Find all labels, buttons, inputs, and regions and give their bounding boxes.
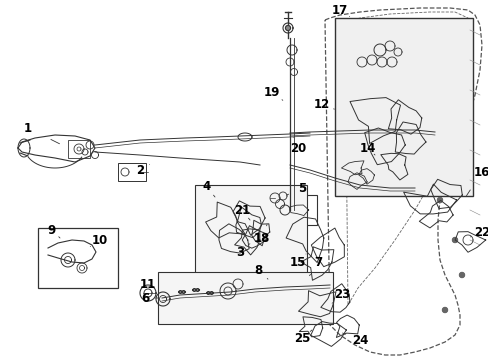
Text: 1: 1 — [24, 122, 32, 135]
Bar — [195, 185, 306, 280]
Bar — [68, 140, 90, 158]
Polygon shape — [451, 238, 457, 243]
Text: 21: 21 — [233, 203, 250, 216]
Text: 8: 8 — [253, 264, 262, 276]
Bar — [334, 18, 472, 196]
Text: 10: 10 — [92, 234, 108, 247]
Polygon shape — [285, 26, 290, 31]
Polygon shape — [442, 307, 447, 312]
Bar — [38, 228, 118, 288]
Text: 20: 20 — [289, 141, 305, 154]
Text: 11: 11 — [140, 279, 156, 292]
Text: 3: 3 — [235, 246, 244, 258]
Text: 16: 16 — [473, 166, 488, 179]
Text: 9: 9 — [48, 224, 56, 237]
Text: 17: 17 — [331, 4, 347, 17]
Text: 5: 5 — [297, 183, 305, 195]
Text: 2: 2 — [136, 163, 144, 176]
Polygon shape — [459, 273, 464, 278]
Polygon shape — [437, 198, 442, 202]
Text: 19: 19 — [263, 85, 280, 99]
Text: 18: 18 — [253, 231, 270, 244]
Text: 24: 24 — [351, 333, 367, 346]
Bar — [118, 163, 146, 181]
Text: 12: 12 — [313, 99, 329, 112]
Text: 23: 23 — [333, 288, 349, 302]
Text: 6: 6 — [141, 292, 149, 305]
Text: 15: 15 — [289, 256, 305, 269]
Text: 4: 4 — [203, 180, 211, 194]
Text: 7: 7 — [313, 256, 322, 270]
Text: 22: 22 — [473, 225, 488, 238]
Bar — [262, 195, 316, 225]
Text: 25: 25 — [293, 332, 309, 345]
Text: 14: 14 — [359, 141, 375, 154]
Bar — [158, 272, 332, 324]
